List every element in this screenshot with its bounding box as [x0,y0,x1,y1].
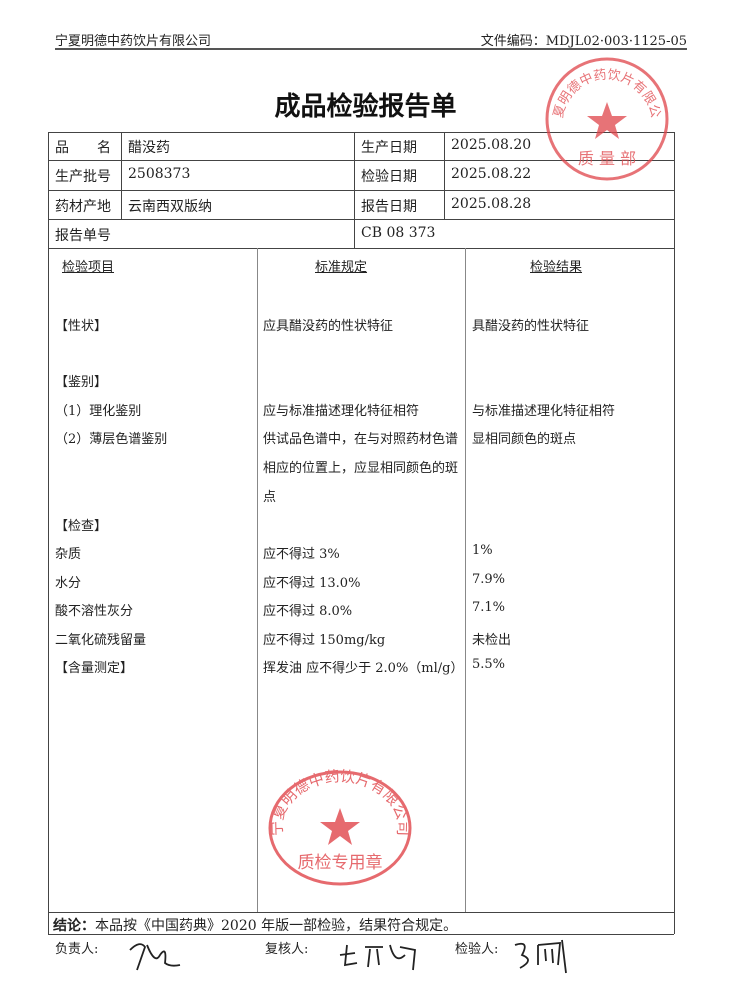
company-name: 宁夏明德中药饮片有限公司 [55,34,212,49]
row-item: 杂质 [55,547,82,562]
row-item: 【鉴别】 [55,375,108,390]
row-item: （2）薄层色谱鉴别 [55,432,168,447]
production-date-value: 2025.08.20 [451,137,532,153]
report-no-label: 报告单号 [55,228,111,244]
report-no-value: CB 08 373 [361,225,436,241]
row-result: 5.5% [472,657,506,672]
report-date-value: 2025.08.28 [451,196,532,212]
svg-text:宁夏明德中药饮片有限公司: 宁夏明德中药饮片有限公司 [542,54,663,120]
document-code: 文件编码：MDJL02·003·1125-05 [480,34,687,49]
page-title: 成品检验报告单 [274,92,457,122]
quality-department-stamp: 宁夏明德中药饮片有限公司 质 量 部 [542,54,669,181]
row-item: 【性状】 [55,319,108,334]
product-name-label: 品 名 [55,140,111,156]
row-standard: 应具醋没药的性状特征 [263,319,394,334]
row-standard: 应与标准描述理化特征相符 [263,404,420,419]
row-result: 1% [472,543,493,558]
row-standard: 应不得过 8.0% [263,604,353,619]
row-item: （1）理化鉴别 [55,404,142,419]
responsible-signature [129,943,181,971]
product-name-value: 醋没药 [128,140,170,156]
row-result: 7.9% [472,572,506,587]
row-item: 酸不溶性灰分 [55,604,134,619]
conclusion-text: 本品按《中国药典》2020 年版一部检验，结果符合规定。 [95,918,458,934]
inspector-signature [514,939,567,974]
svg-text:质 量 部: 质 量 部 [578,149,636,168]
svg-text:质检专用章: 质检专用章 [298,853,383,873]
row-standard: 应不得过 13.0% [263,576,361,591]
column-header-standard: 标准规定 [315,260,368,275]
row-result: 与标准描述理化特征相符 [472,404,616,419]
row-item: 二氧化硫残留量 [55,633,147,648]
row-item: 【含量测定】 [55,661,134,676]
reviewer-signature [339,944,416,971]
conclusion: 结论：本品按《中国药典》2020 年版一部检验，结果符合规定。 [53,915,457,935]
origin-label: 药材产地 [55,199,111,215]
column-header-item: 检验项目 [62,260,115,275]
inspection-date-value: 2025.08.22 [451,166,532,182]
row-result: 显相同颜色的斑点 [472,432,577,447]
conclusion-label: 结论： [53,918,95,934]
column-header-result: 检验结果 [530,260,583,275]
quality-inspection-seal: 宁夏明德中药饮片有限公司 质检专用章 [268,768,412,886]
reviewer-label: 复核人: [265,942,309,957]
origin-value: 云南西双版纳 [128,199,212,215]
row-result: 7.1% [472,600,506,615]
batch-value: 2508373 [128,166,191,182]
row-result: 具醋没药的性状特征 [472,319,590,334]
inspection-date-label: 检验日期 [361,169,417,185]
row-item: 水分 [55,576,82,591]
production-date-label: 生产日期 [361,140,417,156]
row-standard: 应不得过 3% [263,547,340,562]
batch-label: 生产批号 [55,169,111,185]
row-standard: 点 [263,490,277,505]
row-result: 未检出 [472,633,512,648]
report-date-label: 报告日期 [361,199,417,215]
row-item: 【检查】 [55,519,108,534]
header-rule [55,48,687,50]
row-standard: 应不得过 150mg/kg [263,633,386,648]
inspector-label: 检验人: [455,942,499,957]
row-standard: 挥发油 应不得少于 2.0%（ml/g） [263,661,464,676]
row-standard: 相应的位置上，应显相同颜色的斑 [263,461,459,476]
row-standard: 供试品色谱中，在与对照药材色谱 [263,432,459,447]
responsible-label: 负责人: [55,942,99,957]
